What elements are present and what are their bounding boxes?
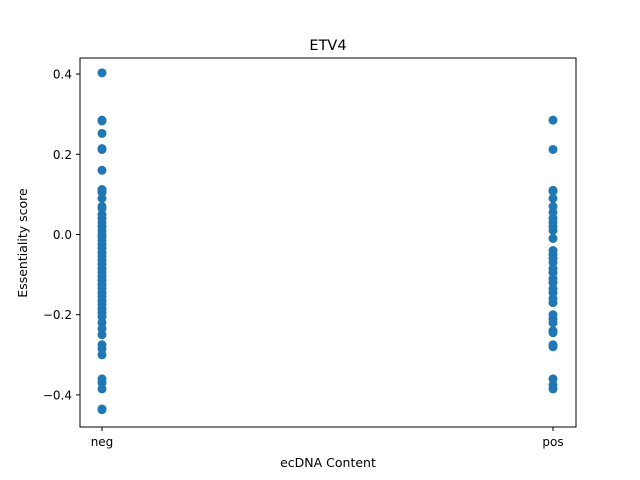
x-tick-label-neg: neg	[91, 435, 114, 449]
data-point-pos-3	[548, 186, 558, 196]
y-tick-label: 0.0	[53, 228, 72, 242]
y-tick-label: 0.2	[53, 148, 72, 162]
y-axis-label: Essentiality score	[15, 188, 30, 298]
data-point-pos-0	[548, 115, 558, 125]
data-point-pos-26	[548, 318, 558, 328]
data-point-neg-45	[97, 350, 107, 360]
plot-area-frame	[79, 57, 577, 428]
data-point-neg-2	[97, 116, 107, 126]
data-point-pos-28	[548, 328, 558, 338]
data-point-pos-33	[548, 384, 558, 394]
x-tick-label-pos: pos	[542, 435, 563, 449]
data-point-pos-23	[548, 298, 558, 308]
data-point-pos-30	[548, 342, 558, 352]
data-point-neg-0	[97, 68, 107, 78]
data-point-neg-5	[97, 144, 107, 154]
y-tick-label: −0.4	[43, 388, 72, 402]
data-point-neg-50	[97, 405, 107, 415]
x-axis-label: ecDNA Content	[280, 455, 376, 470]
data-point-neg-42	[97, 330, 107, 340]
data-points	[97, 68, 558, 415]
data-point-neg-6	[97, 165, 107, 175]
y-axis-ticks: −0.4 −0.2 0.0 0.2 0.4	[43, 68, 80, 402]
data-point-neg-48	[97, 384, 107, 394]
data-point-neg-3	[97, 128, 107, 138]
data-point-pos-1	[548, 144, 558, 154]
data-point-neg-10	[97, 193, 107, 203]
data-point-pos-11	[548, 233, 558, 243]
data-point-pos-4	[548, 193, 558, 203]
data-point-pos-10	[548, 225, 558, 235]
y-tick-label: 0.4	[53, 68, 72, 82]
x-axis-ticks: neg pos	[91, 427, 564, 449]
chart-title: ETV4	[309, 38, 346, 54]
y-tick-label: −0.2	[43, 308, 72, 322]
